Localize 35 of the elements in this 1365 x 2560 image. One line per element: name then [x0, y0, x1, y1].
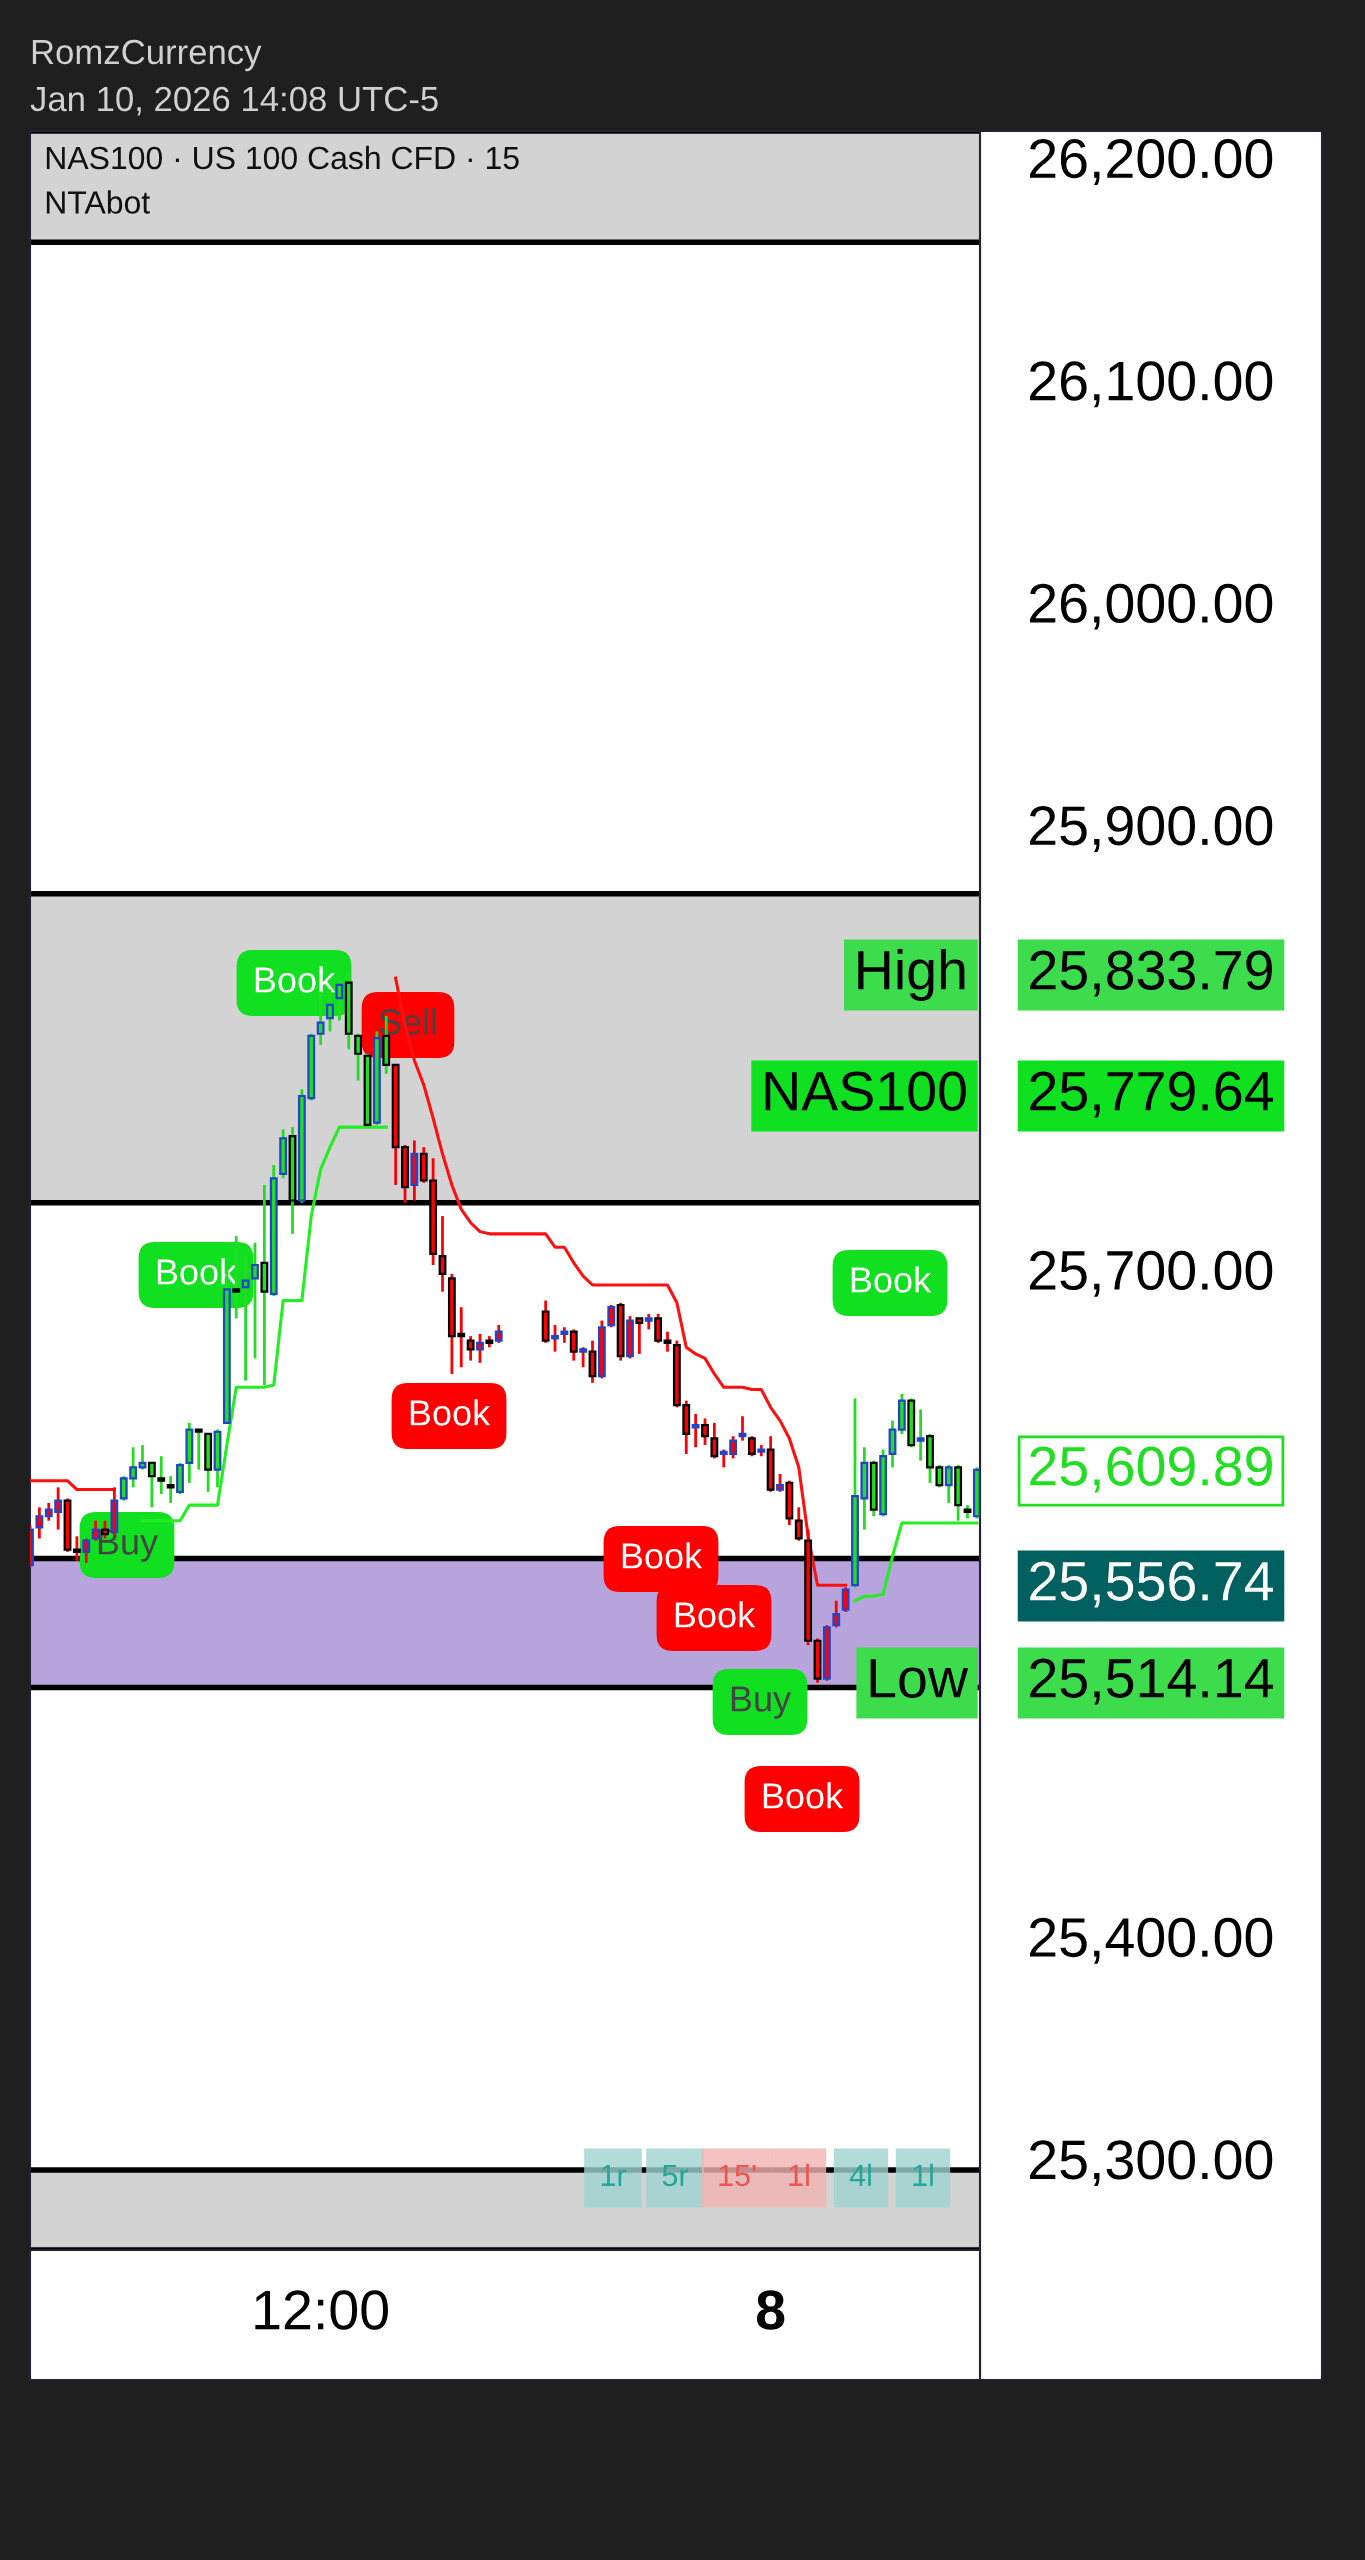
y-tick-label: 25,300.00 — [1030, 2140, 1273, 2187]
y-tick-label: 26,000.00 — [1030, 583, 1273, 630]
annotation: NAS100 — [765, 1071, 966, 1111]
text: 25,779.64 — [1030, 1071, 1273, 1118]
annotation: Buy — [731, 1686, 792, 1719]
annotation: 1r — [601, 2164, 627, 2186]
y-tick-label: 25,700.00 — [1030, 1250, 1273, 1297]
x-tick-label: 12:00 — [255, 2290, 388, 2330]
annotation: Book — [157, 1258, 238, 1285]
annotation: Book — [255, 966, 336, 993]
annotation: High — [858, 949, 965, 1001]
annotation: 5r — [662, 2164, 689, 2187]
annotation: 1l — [789, 2163, 809, 2186]
y-tick-label: 25,900.00 — [1030, 806, 1273, 852]
chart-title: NAS100 · US 100 Cash CFD · 15 — [46, 145, 519, 170]
y-tick-label: 26,100.00 — [1030, 361, 1273, 408]
text: 25,556.74 — [1030, 1561, 1273, 1608]
annotation: Low — [870, 1659, 969, 1698]
y-tick-label: 25,400.00 — [1030, 1917, 1273, 1964]
text: NTAbot — [46, 190, 150, 214]
text: RomzCurrency — [32, 39, 262, 72]
annotation: Book — [763, 1782, 844, 1809]
annotation: 1l — [913, 2163, 933, 2186]
annotation: 4l — [849, 2163, 871, 2186]
text: Jan 10, 2026 14:08 UTC-5 — [30, 86, 438, 116]
x-tick-label: 8 — [756, 2290, 785, 2330]
annotation: Book — [410, 1399, 491, 1426]
annotation: Book — [851, 1266, 932, 1293]
annotation: Book — [622, 1542, 703, 1569]
text: 25,833.79 — [1030, 950, 1272, 997]
y-tick-label: 26,200.00 — [1030, 139, 1273, 185]
text: 25,609.89 — [1030, 1446, 1272, 1493]
annotation: 15' — [719, 2164, 756, 2187]
text: 25,514.14 — [1030, 1658, 1273, 1705]
annotation: Book — [675, 1601, 756, 1628]
